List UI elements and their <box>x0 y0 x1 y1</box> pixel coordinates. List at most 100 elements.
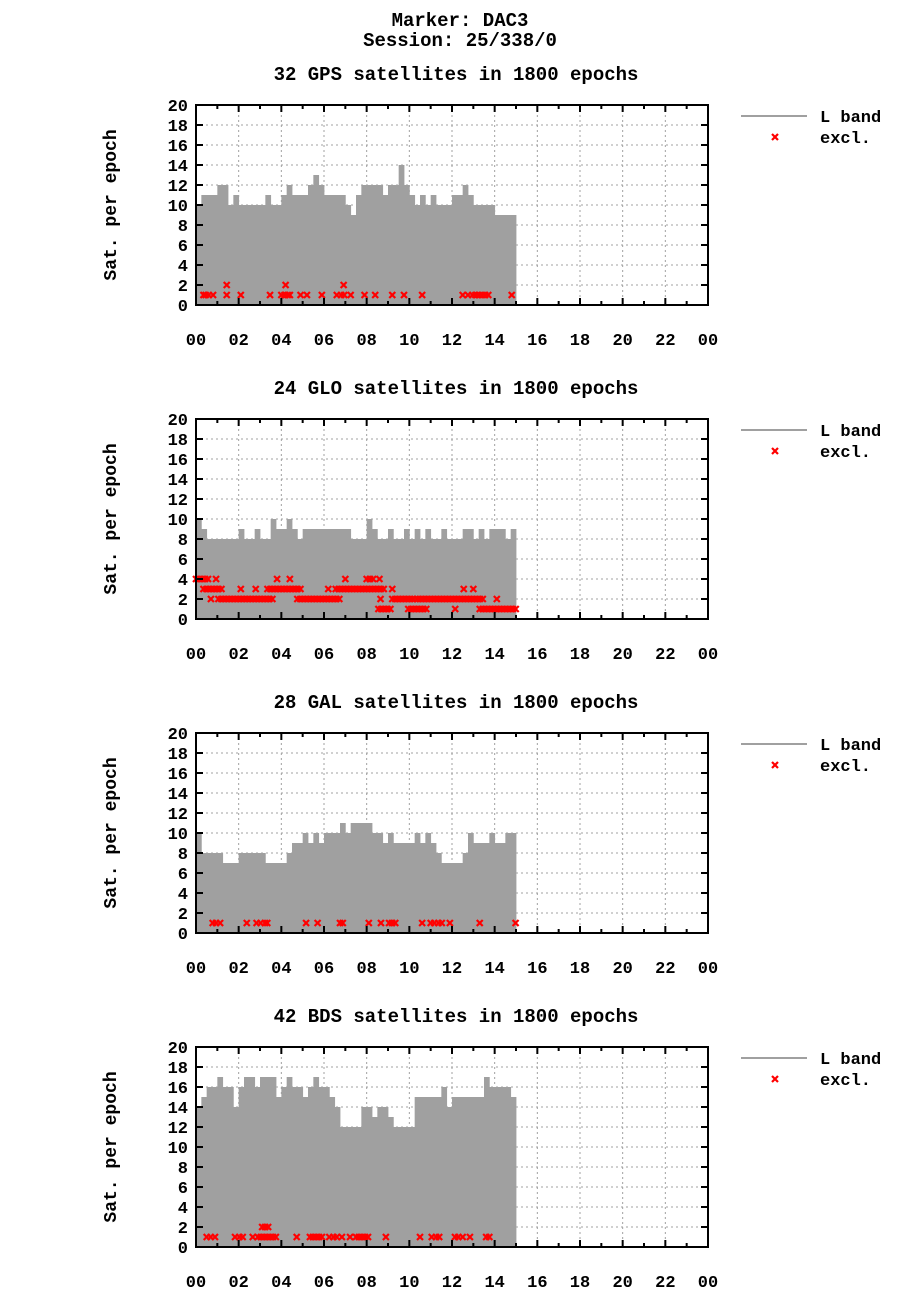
excluded-marker <box>400 291 408 299</box>
x-tick-label: 10 <box>399 960 419 979</box>
l-band-bar <box>244 539 250 619</box>
l-band-bar <box>404 185 410 305</box>
l-band-bar <box>345 529 352 619</box>
x-tick-label: 02 <box>228 332 248 351</box>
l-band-bar <box>222 539 229 619</box>
x-tick-label: 06 <box>314 1274 334 1293</box>
legend-excluded-label: excl. <box>820 444 871 463</box>
l-band-bar <box>329 529 336 619</box>
l-band-bar <box>313 175 320 305</box>
l-band-bar <box>217 1077 224 1247</box>
l-band-bar <box>270 205 277 305</box>
y-tick-label: 8 <box>178 532 188 551</box>
excluded-marker <box>388 585 397 593</box>
y-tick-label: 8 <box>178 1160 188 1179</box>
l-band-bar <box>452 863 458 933</box>
l-band-bar <box>452 195 458 305</box>
excluded-marker <box>507 291 516 299</box>
l-band-bar <box>366 1107 373 1247</box>
y-tick-label: 6 <box>178 1180 188 1199</box>
l-band-bar <box>350 1127 357 1247</box>
y-tick-label: 12 <box>168 806 188 825</box>
l-band-bar <box>308 1087 314 1247</box>
l-band-bar <box>340 1127 346 1247</box>
excluded-marker <box>435 1233 443 1241</box>
x-tick-label: 08 <box>356 646 376 665</box>
excluded-marker <box>272 1233 280 1241</box>
l-band-bar <box>489 529 496 619</box>
y-tick-label: 8 <box>178 218 188 237</box>
y-tick-label: 18 <box>168 746 188 765</box>
l-band-bar <box>388 1117 394 1247</box>
y-tick-label: 12 <box>168 492 188 511</box>
l-band-bar <box>388 529 394 619</box>
y-tick-label: 16 <box>168 138 188 157</box>
excluded-marker <box>364 1233 372 1241</box>
l-band-bar <box>254 853 261 933</box>
l-band-bar <box>249 205 256 305</box>
x-tick-label: 12 <box>442 1274 462 1293</box>
y-tick-label: 0 <box>178 1240 188 1259</box>
x-tick-label: 20 <box>612 332 632 351</box>
x-tick-label: 06 <box>314 646 334 665</box>
excluded-marker <box>346 1233 354 1241</box>
l-band-bar <box>350 215 357 305</box>
l-band-bar <box>345 1127 352 1247</box>
l-band-bar <box>420 195 426 305</box>
x-tick-label: 04 <box>271 646 291 665</box>
excluded-marker <box>338 1233 346 1241</box>
x-tick-label: 18 <box>570 332 590 351</box>
l-band-bar <box>292 529 298 619</box>
x-tick-label: 16 <box>527 960 547 979</box>
excluded-marker <box>216 919 224 927</box>
x-tick-label: 20 <box>612 646 632 665</box>
excluded-marker <box>475 919 484 927</box>
l-band-bar <box>350 823 357 933</box>
excluded-marker <box>484 291 493 299</box>
l-band-bar <box>233 863 240 933</box>
l-band-bar <box>393 185 400 305</box>
x-tick-label: 22 <box>655 960 675 979</box>
l-band-bar <box>436 853 442 933</box>
y-tick-label: 12 <box>168 178 188 197</box>
l-band-bar <box>302 195 309 305</box>
y-tick-label: 4 <box>178 258 188 277</box>
excluded-marker <box>313 919 322 927</box>
l-band-bar <box>297 843 304 933</box>
l-band-bar <box>281 195 288 305</box>
excluded-marker <box>377 919 385 927</box>
l-band-bar <box>265 195 272 305</box>
panel-gal: 28 GAL satellites in 1800 epochs02468101… <box>102 692 881 979</box>
l-band-bar <box>265 1077 272 1247</box>
l-band-bar <box>382 195 389 305</box>
excluded-marker <box>204 575 212 583</box>
x-tick-label: 00 <box>186 646 206 665</box>
l-band-bar <box>452 539 458 619</box>
x-tick-label: 04 <box>271 1274 291 1293</box>
l-band-bar <box>393 1127 400 1247</box>
l-band-bar <box>196 205 202 305</box>
excluded-marker <box>339 281 348 289</box>
excluded-marker <box>268 595 277 603</box>
x-tick-label: 00 <box>698 646 718 665</box>
legend-excluded-label: excl. <box>820 1072 871 1091</box>
y-tick-label: 16 <box>168 1080 188 1099</box>
excluded-marker <box>237 585 245 593</box>
excluded-marker <box>375 575 384 583</box>
l-band-bar <box>409 1127 416 1247</box>
l-band-bar <box>249 539 256 619</box>
l-band-bar <box>510 833 517 933</box>
excluded-marker <box>511 605 520 613</box>
y-tick-label: 0 <box>178 612 188 631</box>
l-band-bar <box>340 529 346 619</box>
legend-excluded-marker <box>771 1075 779 1083</box>
l-band-bar <box>489 205 496 305</box>
l-band-bar <box>297 195 304 305</box>
l-band-bar <box>350 539 357 619</box>
l-band-bar <box>361 539 368 619</box>
l-band-bar <box>238 853 245 933</box>
l-band-bar <box>206 853 213 933</box>
y-tick-label: 20 <box>168 412 188 431</box>
x-tick-label: 08 <box>356 960 376 979</box>
